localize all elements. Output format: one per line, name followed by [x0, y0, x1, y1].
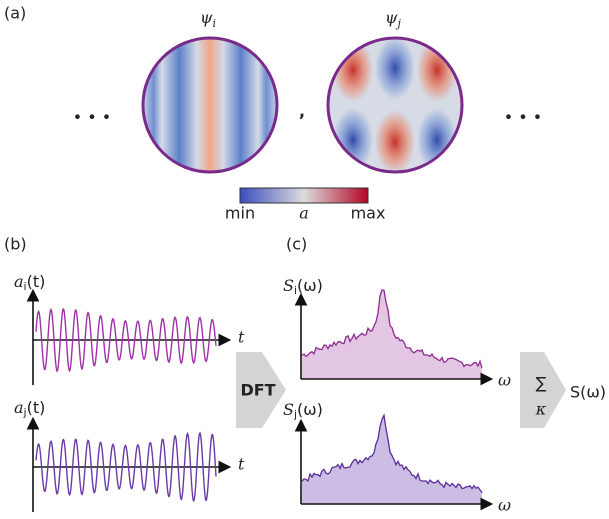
colorbar-name: a	[299, 204, 309, 223]
axis-label: ω	[498, 496, 511, 515]
ellipsis: • • •	[73, 108, 111, 127]
signal-curve	[35, 431, 217, 502]
spectrum-curve	[301, 413, 483, 493]
sum-symbol: ∑	[536, 374, 547, 393]
colorbar	[239, 187, 369, 204]
mode-border	[326, 36, 464, 174]
mode-symbol: ψ	[385, 8, 398, 27]
sum-result: S(ω)	[570, 383, 606, 402]
signal-label: aj(t)	[14, 398, 45, 420]
mode-subscript: j	[395, 17, 402, 30]
spectrum-subscript: j	[293, 408, 297, 421]
spectrum-symbol: S	[283, 400, 294, 419]
axis-label: t	[238, 455, 245, 474]
separator: ,	[299, 102, 305, 121]
signal-arg: (t)	[27, 272, 46, 291]
sum-arrow	[520, 352, 566, 428]
signal-curve	[35, 307, 217, 373]
panel-label: (b)	[4, 235, 27, 254]
spectrum-subscript: i	[294, 284, 297, 297]
ellipsis: • • •	[504, 108, 542, 127]
spectrum-curve	[301, 289, 483, 369]
panel-label: (a)	[4, 4, 26, 23]
mode-map	[328, 38, 462, 172]
spectrum-area	[302, 415, 482, 504]
axis-label: ω	[498, 371, 511, 390]
mode-map	[141, 36, 279, 174]
signal-label: ai(t)	[14, 272, 45, 294]
signal-subscript: j	[23, 406, 27, 419]
axis-label: t	[238, 328, 245, 347]
spectrum-label: Sj(ω)	[283, 400, 323, 422]
spectrum-label: Si(ω)	[283, 276, 323, 298]
spectrum-symbol: S	[283, 276, 294, 295]
signal-arg: (t)	[27, 398, 46, 417]
spectrum-arg: (ω)	[297, 276, 323, 295]
spectrum-arg: (ω)	[297, 400, 323, 419]
mode-symbol: ψ	[200, 8, 213, 27]
sum-index: κ	[535, 400, 547, 419]
mode-subscript: i	[213, 17, 217, 30]
colorbar-min: min	[225, 204, 255, 223]
spectrum-area	[302, 289, 482, 379]
mode-label: ψi	[200, 8, 216, 31]
transform-label: DFT	[240, 381, 275, 400]
colorbar-max: max	[351, 204, 386, 223]
panel-label: (c)	[286, 235, 307, 254]
transform-arrow	[236, 352, 286, 428]
signal-subscript: i	[24, 280, 27, 293]
signal-symbol: a	[14, 272, 24, 291]
mode-label: ψj	[385, 8, 402, 31]
signal-symbol: a	[14, 398, 24, 417]
